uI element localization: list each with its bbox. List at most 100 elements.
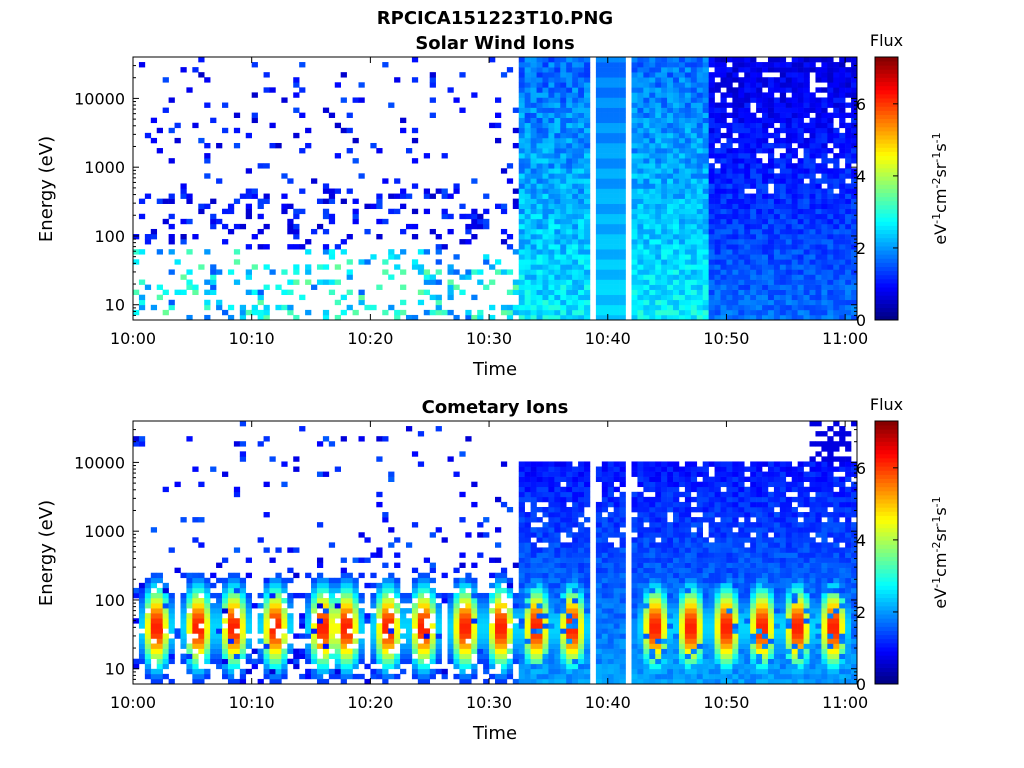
heatmap-cell — [684, 304, 692, 311]
heatmap-cell — [762, 117, 769, 124]
heatmap-cell — [678, 244, 686, 250]
heatmap-cell — [607, 198, 614, 204]
heatmap-cell — [269, 613, 276, 619]
heatmap-cell — [269, 648, 276, 654]
heatmap-cell — [803, 168, 810, 174]
heatmap-cell — [554, 82, 561, 88]
heatmap-cell — [809, 132, 816, 139]
heatmap-cell — [471, 208, 478, 215]
heatmap-cell — [560, 72, 567, 78]
heatmap-cell — [524, 289, 531, 296]
heatmap-cell — [744, 269, 751, 275]
heatmap-cell — [536, 537, 543, 543]
heatmap-cell — [619, 269, 626, 275]
heatmap-cell — [690, 193, 698, 199]
heatmap-cell — [400, 618, 407, 624]
heatmap-cell — [684, 57, 692, 63]
heatmap-cell — [554, 279, 561, 285]
heatmap-cell — [305, 598, 312, 604]
heatmap-cell — [411, 577, 419, 584]
heatmap-cell — [156, 658, 163, 665]
heatmap-cell — [649, 148, 656, 154]
heatmap-cell — [661, 213, 668, 220]
heatmap-cell — [714, 304, 721, 311]
heatmap-cell — [489, 304, 496, 311]
heatmap-cell — [643, 122, 650, 129]
heatmap-cell — [495, 582, 502, 589]
heatmap-cell — [560, 592, 567, 599]
heatmap-cell — [584, 249, 591, 255]
heatmap-cell — [732, 234, 739, 240]
heatmap-cell — [251, 193, 258, 199]
heatmap-cell — [536, 613, 543, 619]
heatmap-cell — [168, 603, 175, 609]
heatmap-cell — [489, 557, 496, 563]
heatmap-cell — [311, 633, 318, 639]
heatmap-cell — [542, 142, 549, 149]
heatmap-cell — [851, 299, 858, 306]
heatmap-cell — [512, 633, 520, 639]
heatmap-cell — [678, 299, 686, 306]
heatmap-cell — [750, 137, 757, 144]
heatmap-cell — [833, 62, 840, 68]
heatmap-cell — [548, 112, 555, 118]
heatmap-cell — [144, 603, 152, 609]
heatmap-cell — [566, 668, 573, 675]
heatmap-cell — [554, 132, 561, 139]
heatmap-cell — [524, 486, 531, 493]
heatmap-cell — [673, 304, 680, 311]
heatmap-cell — [773, 269, 781, 275]
heatmap-cell — [346, 112, 353, 118]
colorbar-segment — [875, 311, 898, 317]
heatmap-cell — [572, 178, 579, 184]
heatmap-cell — [459, 72, 466, 78]
heatmap-cell — [661, 289, 668, 296]
heatmap-cell — [572, 254, 579, 260]
heatmap-cell — [708, 249, 715, 255]
heatmap-cell — [595, 77, 603, 83]
heatmap-cell — [827, 178, 834, 184]
heatmap-cell — [767, 244, 775, 250]
heatmap-cell — [524, 294, 531, 301]
heatmap-cell — [257, 648, 264, 654]
heatmap-cell — [524, 92, 531, 98]
heatmap-cell — [619, 158, 626, 164]
heatmap-cell — [779, 254, 787, 260]
heatmap-cell — [530, 274, 537, 280]
heatmap-cell — [524, 309, 531, 316]
heatmap-cell — [684, 193, 692, 199]
heatmap-cell — [821, 223, 828, 230]
heatmap-cell — [827, 72, 834, 78]
heatmap-cell — [779, 102, 787, 108]
heatmap-cell — [744, 259, 751, 265]
heatmap-cell — [210, 592, 217, 599]
heatmap-cell — [607, 77, 614, 83]
heatmap-cell — [560, 193, 567, 199]
heatmap-cell — [845, 249, 852, 255]
heatmap-cell — [756, 244, 763, 250]
heatmap-cell — [376, 148, 383, 154]
heatmap-cell — [601, 102, 609, 108]
heatmap-cell — [275, 618, 282, 624]
heatmap-cell — [405, 638, 413, 644]
heatmap-cell — [595, 279, 603, 285]
heatmap-cell — [459, 633, 466, 639]
heatmap-cell — [708, 92, 715, 98]
heatmap-cell — [293, 592, 300, 599]
heatmap-cell — [673, 112, 680, 118]
heatmap-cell — [637, 153, 644, 159]
heatmap-cell — [530, 618, 537, 624]
heatmap-cell — [542, 658, 549, 665]
heatmap-cell — [595, 168, 603, 174]
heatmap-cell — [536, 244, 543, 250]
heatmap-cell — [435, 304, 442, 311]
heatmap-cell — [322, 309, 330, 316]
heatmap-cell — [394, 264, 401, 270]
heatmap-cell — [322, 678, 330, 685]
heatmap-cell — [696, 284, 703, 290]
heatmap-cell — [524, 567, 531, 574]
heatmap-cell — [388, 658, 395, 665]
heatmap-cell — [833, 92, 840, 98]
heatmap-cell — [400, 653, 407, 660]
heatmap-cell — [744, 72, 751, 78]
